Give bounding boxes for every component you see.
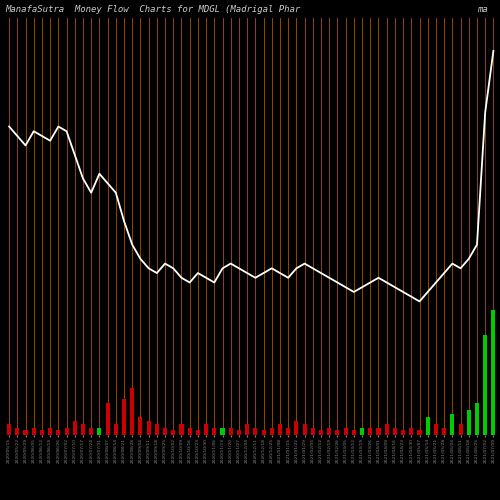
Bar <box>426 417 430 435</box>
Bar <box>294 420 298 435</box>
Bar <box>270 428 274 435</box>
Bar <box>188 428 192 435</box>
Bar <box>56 430 60 435</box>
Bar <box>393 428 397 435</box>
Bar <box>138 417 142 435</box>
Bar <box>368 428 372 435</box>
Bar <box>24 430 28 435</box>
Bar <box>106 403 110 435</box>
Bar <box>245 424 249 435</box>
Bar <box>114 424 118 435</box>
Bar <box>262 430 266 435</box>
Bar <box>327 428 332 435</box>
Bar <box>311 428 315 435</box>
Bar <box>122 399 126 435</box>
Bar <box>64 428 68 435</box>
Bar <box>180 424 184 435</box>
Bar <box>72 420 77 435</box>
Bar <box>171 430 175 435</box>
Bar <box>204 424 208 435</box>
Bar <box>163 428 167 435</box>
Bar <box>442 428 446 435</box>
Bar <box>360 428 364 435</box>
Bar <box>228 428 233 435</box>
Text: ma: ma <box>478 5 488 14</box>
Bar <box>352 430 356 435</box>
Text: (Madrigal Phar: (Madrigal Phar <box>225 5 300 14</box>
Bar <box>319 430 323 435</box>
Bar <box>483 335 487 435</box>
Bar <box>220 428 224 435</box>
Bar <box>475 403 479 435</box>
Bar <box>254 428 258 435</box>
Bar <box>146 420 150 435</box>
Bar <box>7 424 11 435</box>
Bar <box>336 430 340 435</box>
Bar <box>418 430 422 435</box>
Bar <box>81 424 85 435</box>
Bar <box>434 424 438 435</box>
Bar <box>237 430 241 435</box>
Bar <box>130 388 134 435</box>
Bar <box>40 430 44 435</box>
Bar <box>98 428 102 435</box>
Bar <box>155 424 159 435</box>
Bar <box>458 424 462 435</box>
Bar <box>196 430 200 435</box>
Bar <box>344 428 347 435</box>
Bar <box>32 428 36 435</box>
Bar <box>212 428 216 435</box>
Bar <box>401 430 405 435</box>
Bar <box>286 428 290 435</box>
Bar <box>492 310 496 435</box>
Bar <box>466 410 471 435</box>
Bar <box>450 414 454 435</box>
Bar <box>16 428 20 435</box>
Bar <box>376 428 380 435</box>
Bar <box>384 424 388 435</box>
Bar <box>302 424 306 435</box>
Bar <box>48 428 52 435</box>
Bar <box>410 428 414 435</box>
Bar <box>89 428 93 435</box>
Bar <box>278 424 282 435</box>
Text: ManafaSutra  Money Flow  Charts for MDGL: ManafaSutra Money Flow Charts for MDGL <box>5 5 220 14</box>
